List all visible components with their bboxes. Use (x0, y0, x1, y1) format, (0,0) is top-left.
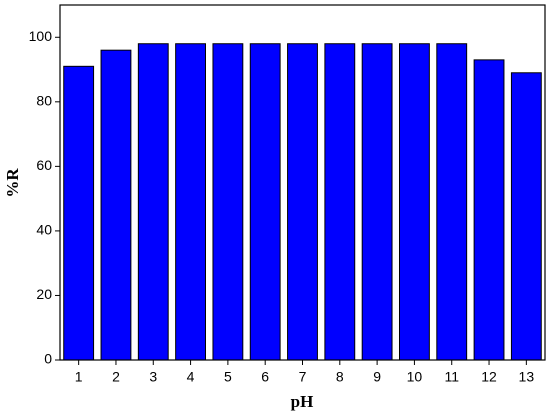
bar (249, 43, 281, 361)
bar (287, 43, 318, 361)
bar (175, 43, 206, 361)
y-axis-title: %R (3, 168, 22, 198)
x-tick-label: 1 (75, 369, 83, 385)
x-tick-label: 2 (112, 369, 120, 385)
y-tick-label: 80 (36, 93, 52, 109)
x-tick-label: 9 (373, 369, 381, 385)
bar (399, 43, 430, 361)
y-tick-label: 0 (44, 351, 52, 367)
x-tick-label: 4 (187, 369, 195, 385)
x-tick-label: 12 (481, 369, 497, 385)
bar (100, 49, 132, 361)
plot-frame (59, 4, 546, 361)
x-tick-label: 8 (336, 369, 344, 385)
x-tick-label: 7 (299, 369, 307, 385)
x-tick-label: 6 (261, 369, 269, 385)
y-tick-label: 40 (36, 222, 52, 238)
y-tick-label: 100 (29, 28, 53, 44)
x-axis-title: pH (291, 392, 314, 411)
x-tick-label: 13 (519, 369, 535, 385)
bar (324, 43, 356, 361)
y-tick-label: 20 (36, 286, 52, 302)
x-tick-label: 5 (224, 369, 232, 385)
bar (63, 65, 95, 361)
x-tick-label: 10 (407, 369, 423, 385)
bar (510, 72, 542, 361)
x-tick-label: 11 (444, 369, 459, 385)
y-tick-label: 60 (36, 157, 52, 173)
bar (361, 43, 393, 361)
bar (473, 59, 505, 361)
x-tick-label: 3 (149, 369, 157, 385)
bar (212, 43, 244, 361)
bar (436, 43, 468, 361)
bar (137, 43, 169, 361)
